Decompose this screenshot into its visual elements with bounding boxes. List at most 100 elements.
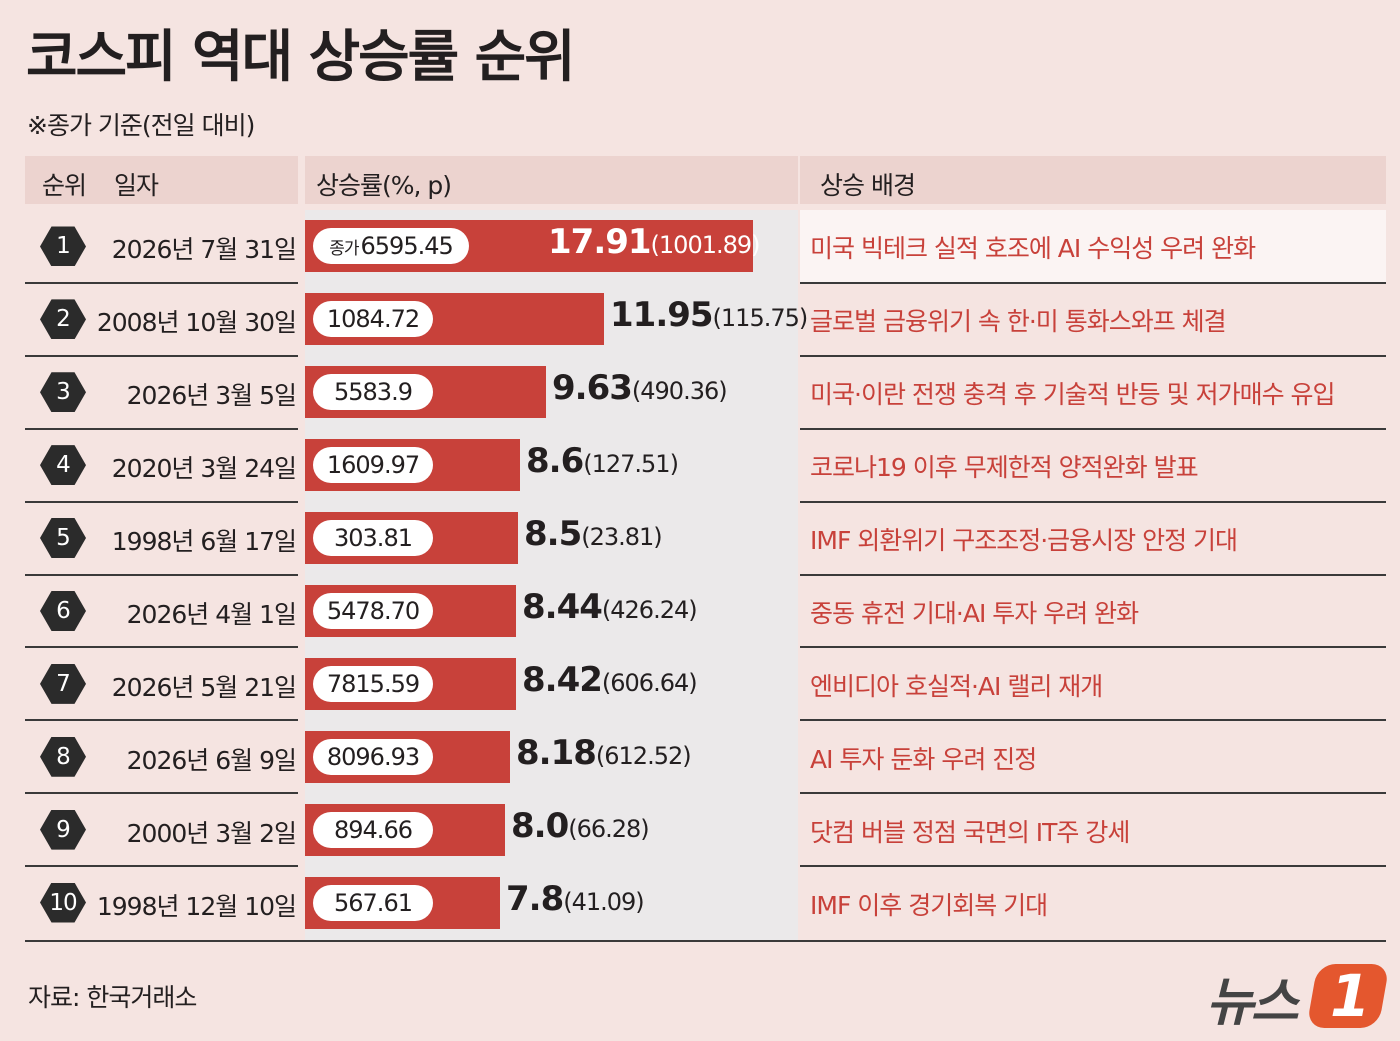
close-price-pill: 1084.72 xyxy=(313,301,433,338)
rate-value: 17.91 xyxy=(548,222,652,263)
rate-label: 8.6(127.51) xyxy=(526,441,679,482)
rate-value: 8.44 xyxy=(522,586,603,627)
rate-value: 9.63 xyxy=(552,368,633,409)
close-price-value: 567.61 xyxy=(334,888,413,917)
rate-value: 8.0 xyxy=(511,805,569,846)
row-reason: 엔비디아 호실적·AI 랠리 재개 xyxy=(810,671,1103,701)
rate-points: (23.81) xyxy=(581,523,662,552)
rate-points: (127.51) xyxy=(583,450,679,479)
rate-value: 8.18 xyxy=(516,732,597,773)
rate-label: 17.91(1001.89) xyxy=(548,222,761,263)
row-divider xyxy=(800,427,1386,430)
rate-value: 7.8 xyxy=(506,878,564,919)
row-divider xyxy=(800,865,1386,868)
row-date: 2026년 7월 31일 xyxy=(111,235,297,265)
rate-points: (1001.89) xyxy=(650,231,761,260)
header-bg-middle xyxy=(305,156,798,204)
rate-points: (606.64) xyxy=(601,668,698,697)
header-rank: 순위 xyxy=(42,171,87,200)
header-rate: 상승률(%, p) xyxy=(316,171,452,200)
rate-value: 8.5 xyxy=(524,514,582,555)
top-row-highlight xyxy=(800,210,1386,282)
row-date: 2026년 4월 1일 xyxy=(126,599,297,629)
row-divider xyxy=(25,573,298,576)
row-divider xyxy=(800,281,1386,284)
rate-label: 8.5(23.81) xyxy=(524,514,663,555)
close-price-value: 6595.45 xyxy=(360,232,454,261)
chart-subtitle: ※종가 기준(전일 대비) xyxy=(27,111,255,140)
close-price-pill: 303.81 xyxy=(313,520,433,557)
row-divider xyxy=(25,281,298,284)
source-note: 자료: 한국거래소 xyxy=(28,983,197,1012)
rank-badge: 3 xyxy=(40,372,86,413)
rank-badge: 2 xyxy=(40,299,86,340)
close-price-pill: 1609.97 xyxy=(313,447,433,484)
rate-label: 7.8(41.09) xyxy=(506,878,645,919)
row-date: 2026년 3월 5일 xyxy=(126,381,297,411)
rank-badge: 5 xyxy=(40,518,86,559)
row-date: 2020년 3월 24일 xyxy=(111,454,297,484)
row-reason: 미국 빅테크 실적 호조에 AI 수익성 우려 완화 xyxy=(810,234,1256,264)
rank-badge: 6 xyxy=(40,590,86,631)
header-reason: 상승 배경 xyxy=(820,171,916,200)
row-divider xyxy=(800,573,1386,576)
rate-label: 8.42(606.64) xyxy=(522,659,698,700)
row-date: 2000년 3월 2일 xyxy=(126,818,297,848)
rate-label: 11.95(115.75) xyxy=(610,295,808,336)
rate-label: 9.63(490.36) xyxy=(552,368,728,409)
rank-badge: 1 xyxy=(40,226,86,267)
row-divider xyxy=(800,646,1386,649)
row-reason: 미국·이란 전쟁 충격 후 기술적 반등 및 저가매수 유입 xyxy=(810,380,1336,410)
header-bg-right xyxy=(800,156,1386,204)
close-price-value: 8096.93 xyxy=(326,742,420,771)
rate-label: 8.18(612.52) xyxy=(516,732,692,773)
close-price-pill: 8096.93 xyxy=(313,738,433,775)
news1-logo: 뉴스 xyxy=(1206,973,1299,1033)
close-price-value: 1609.97 xyxy=(326,451,420,480)
rank-badge: 7 xyxy=(40,663,86,704)
row-reason: 코로나19 이후 무제한적 양적완화 발표 xyxy=(810,453,1199,483)
rate-points: (41.09) xyxy=(563,887,644,916)
row-divider xyxy=(25,865,298,868)
rate-points: (490.36) xyxy=(631,377,728,406)
close-price-pill: 7815.59 xyxy=(313,665,433,702)
rate-value: 8.6 xyxy=(526,441,584,482)
row-date: 2026년 6월 9일 xyxy=(126,745,297,775)
rate-value: 11.95 xyxy=(610,295,714,336)
chart-title: 코스피 역대 상승률 순위 xyxy=(26,25,576,90)
rank-badge: 4 xyxy=(40,445,86,486)
row-date: 2026년 5월 21일 xyxy=(111,672,297,702)
close-price-value: 5478.70 xyxy=(326,596,420,625)
rank-badge: 10 xyxy=(40,882,86,923)
close-price-value: 7815.59 xyxy=(326,669,420,698)
close-price-pill: 종가6595.45 xyxy=(313,228,469,265)
header-bg-left xyxy=(25,156,298,204)
close-price-value: 5583.9 xyxy=(334,378,413,407)
close-price-prefix: 종가 xyxy=(329,239,359,260)
row-date: 1998년 12월 10일 xyxy=(96,891,297,921)
row-divider xyxy=(800,354,1386,357)
close-price-pill: 567.61 xyxy=(313,884,433,921)
rate-value: 8.42 xyxy=(522,659,603,700)
row-reason: AI 투자 둔화 우려 진정 xyxy=(810,744,1037,774)
row-divider xyxy=(25,500,298,503)
rank-badge: 8 xyxy=(40,736,86,777)
row-divider xyxy=(25,719,298,722)
row-reason: IMF 외환위기 구조조정·금융시장 안정 기대 xyxy=(810,526,1238,556)
close-price-value: 303.81 xyxy=(334,524,413,553)
row-date: 2008년 10월 30일 xyxy=(96,308,297,338)
row-divider xyxy=(25,646,298,649)
row-divider xyxy=(25,354,298,357)
row-divider xyxy=(800,792,1386,795)
row-divider xyxy=(800,500,1386,503)
close-price-pill: 5583.9 xyxy=(313,374,433,411)
close-price-value: 894.66 xyxy=(334,815,413,844)
row-divider xyxy=(800,719,1386,722)
rate-label: 8.44(426.24) xyxy=(522,586,698,627)
row-divider xyxy=(25,427,298,430)
table-bottom-line xyxy=(25,940,1386,942)
close-price-pill: 894.66 xyxy=(313,811,433,848)
news1-logo-number: 1 xyxy=(1330,962,1371,1030)
rate-label: 8.0(66.28) xyxy=(511,805,650,846)
row-date: 1998년 6월 17일 xyxy=(111,527,297,557)
